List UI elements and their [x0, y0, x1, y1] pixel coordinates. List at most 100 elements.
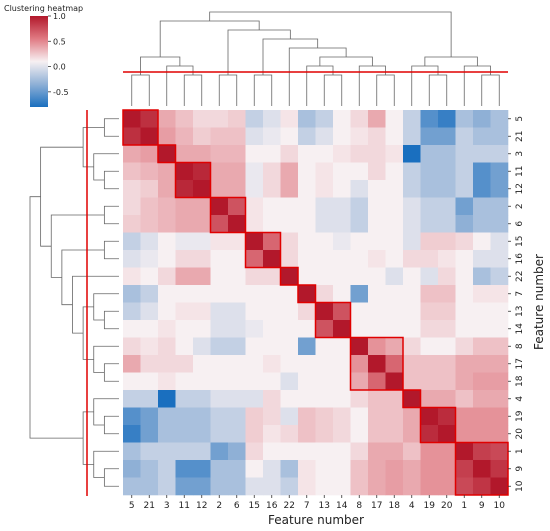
heatmap-cell [473, 197, 491, 216]
heatmap-cell [368, 180, 386, 198]
heatmap-cell [210, 372, 229, 391]
dendrogram-link [209, 11, 452, 57]
heatmap-cell [455, 355, 474, 373]
dendrogram-link [103, 310, 119, 330]
heatmap-cell [193, 460, 211, 478]
heatmap-cell [438, 407, 456, 426]
heatmap-cell [385, 302, 404, 321]
heatmap-cell [158, 127, 176, 146]
heatmap-cell [123, 215, 141, 233]
heatmap-cell [473, 442, 491, 461]
heatmap-cell [490, 267, 509, 286]
heatmap-cell [368, 407, 386, 426]
y-tick-label: 3 [515, 151, 525, 157]
x-tick-label: 2 [216, 501, 222, 511]
heatmap-cell [350, 127, 369, 146]
dendrogram-link [103, 118, 119, 137]
heatmap-cell [280, 145, 299, 163]
heatmap-cell [263, 407, 281, 426]
heatmap-cells [123, 110, 509, 496]
y-tick-label: 2 [515, 203, 525, 209]
heatmap-cell [123, 425, 141, 443]
heatmap-cell [315, 460, 334, 478]
dendrogram-link [218, 74, 238, 106]
y-tick-label: 9 [515, 466, 525, 472]
dendrogram-link [424, 56, 478, 66]
heatmap-cell [228, 215, 246, 233]
heatmap-cell [175, 477, 194, 496]
heatmap-cell [333, 320, 351, 338]
heatmap-cell [455, 302, 474, 321]
heatmap-cell [280, 355, 299, 373]
heatmap-cell [245, 302, 264, 321]
heatmap-cell [385, 477, 404, 496]
heatmap-cell [315, 337, 334, 356]
heatmap-cell [140, 162, 159, 181]
cluster-box [297, 284, 317, 304]
cluster-box [209, 196, 247, 234]
heatmap-cell [158, 197, 176, 216]
heatmap-cell [175, 250, 194, 268]
heatmap-cell [193, 372, 211, 391]
heatmap-cell [140, 477, 159, 496]
heatmap-cell [473, 460, 491, 478]
y-tick-label: 7 [515, 291, 525, 297]
heatmap-cell [385, 145, 404, 163]
dendrogram-link [131, 74, 150, 106]
heatmap-cell [333, 460, 351, 478]
heatmap-cell [438, 320, 456, 338]
x-tick-label: 9 [479, 501, 485, 511]
heatmap-cell [245, 425, 264, 443]
heatmap-cell [193, 355, 211, 373]
x-tick-label: 1 [461, 501, 467, 511]
heatmap-cell [368, 285, 386, 303]
heatmap-cell [123, 197, 141, 216]
heatmap-cell [420, 250, 439, 268]
y-tick-label: 17 [515, 358, 525, 369]
heatmap-cell [385, 180, 404, 198]
heatmap-cell [385, 215, 404, 233]
heatmap-cell [350, 180, 369, 198]
heatmap-cell [228, 162, 246, 181]
heatmap-cell [193, 425, 211, 443]
heatmap-cell [175, 145, 194, 163]
heatmap-cell [490, 425, 509, 443]
heatmap-cell [123, 460, 141, 478]
heatmap-cell [140, 197, 159, 216]
heatmap-cell [298, 180, 316, 198]
heatmap-cell [315, 320, 334, 338]
heatmap-cell [315, 180, 334, 198]
heatmap-cell [140, 145, 159, 163]
heatmap-cell [455, 442, 474, 461]
heatmap-cell [298, 337, 316, 356]
dendrogram-link [82, 411, 94, 465]
heatmap-cell [298, 355, 316, 373]
heatmap-cell [438, 425, 456, 443]
x-tick-label: 21 [144, 501, 155, 511]
heatmap-cell [315, 145, 334, 163]
heatmap-cell [245, 127, 264, 146]
heatmap-cell [158, 180, 176, 198]
heatmap-cell [210, 197, 229, 216]
y-tick-label: 5 [515, 116, 525, 122]
heatmap-cell [403, 477, 421, 496]
heatmap-cell [368, 197, 386, 216]
heatmap-cell [420, 110, 439, 128]
heatmap-cell [403, 372, 421, 391]
x-tick-labels: 5 21 3 11 12 2 6 15 16 22 7 13 14 8 17 18 4 19 20 1 9 10 [129, 495, 505, 511]
heatmap-cell [473, 250, 491, 268]
heatmap-cell [263, 197, 281, 216]
heatmap-cell [280, 197, 299, 216]
y-tick-label: 1 [515, 448, 525, 454]
heatmap-cell [403, 302, 421, 321]
colorbar-tick-label: 1.0 [53, 12, 66, 21]
heatmap-cell [228, 197, 246, 216]
heatmap-cell [280, 302, 299, 321]
heatmap-cell [385, 162, 404, 181]
heatmap-cell [385, 320, 404, 338]
heatmap-cell [210, 250, 229, 268]
dendrogram-link [159, 20, 260, 57]
cluster-box [244, 231, 282, 269]
heatmap-cell [333, 267, 351, 286]
heatmap-cell [455, 320, 474, 338]
